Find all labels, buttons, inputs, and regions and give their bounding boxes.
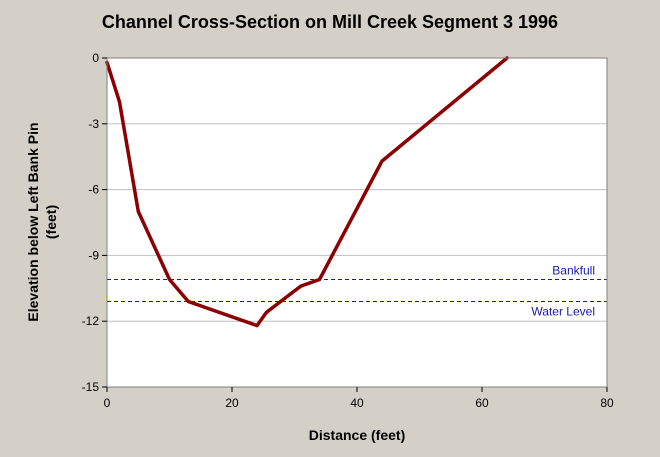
y-tick-label: -3 (88, 117, 99, 131)
y-axis-title-line2: (feet) (43, 205, 59, 239)
x-axis-ticks: 0 20 40 60 80 (104, 387, 614, 410)
x-tick-label: 20 (225, 396, 239, 410)
x-axis-title: Distance (feet) (309, 427, 405, 443)
y-tick-label: -15 (82, 380, 100, 394)
reference-line-label: Bankfull (552, 264, 595, 278)
reference-line-label: Water Level (531, 304, 595, 318)
y-tick-label: -6 (88, 183, 99, 197)
x-tick-label: 40 (350, 396, 364, 410)
y-axis-title: Elevation below Left Bank Pin (feet) (25, 122, 59, 321)
y-tick-label: -12 (82, 314, 100, 328)
x-tick-label: 80 (600, 396, 614, 410)
y-tick-label: 0 (92, 51, 99, 65)
y-axis-ticks: 0 -3 -6 -9 -12 -15 (82, 51, 107, 394)
y-tick-label: -9 (88, 248, 99, 262)
x-tick-label: 60 (475, 396, 489, 410)
x-tick-label: 0 (104, 396, 111, 410)
plot-area (107, 58, 607, 387)
reference-lines: Bankfull Water Level (107, 264, 607, 318)
chart-title: Channel Cross-Section on Mill Creek Segm… (101, 12, 559, 32)
data-series (105, 56, 509, 328)
gridlines (107, 123, 607, 322)
y-axis-title-line1: Elevation below Left Bank Pin (25, 122, 41, 321)
cross-section-line (105, 56, 509, 328)
